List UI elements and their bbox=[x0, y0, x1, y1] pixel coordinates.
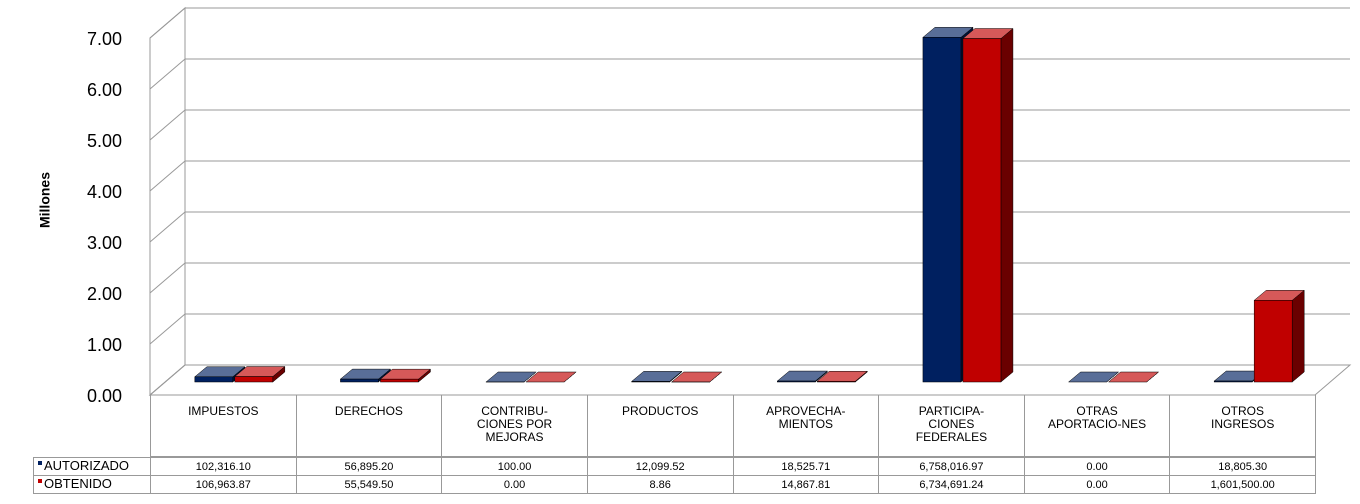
data-label: 0.00 bbox=[441, 475, 588, 494]
bar-side bbox=[1291, 289, 1305, 383]
y-tick-label: 1.00 bbox=[87, 335, 122, 355]
legend-entry: OBTENIDO bbox=[33, 475, 151, 494]
category-label: CONTRIBU- CIONES POR MEJORAS bbox=[441, 395, 588, 457]
y-tick-label: 0.00 bbox=[87, 386, 122, 406]
bar bbox=[525, 371, 577, 383]
bar-front bbox=[922, 37, 962, 383]
bar-front bbox=[631, 381, 670, 383]
floor bbox=[148, 364, 1352, 396]
bar bbox=[485, 371, 537, 383]
category-label: OTRAS APORTACIO-NES bbox=[1023, 395, 1171, 457]
legend-swatch bbox=[38, 461, 42, 465]
data-label: 8.86 bbox=[586, 475, 734, 494]
data-label: 56,895.20 bbox=[295, 457, 443, 476]
bar-front bbox=[380, 378, 419, 383]
data-label: 55,549.50 bbox=[295, 475, 443, 494]
grid-line bbox=[149, 58, 1350, 90]
data-label: 100.00 bbox=[441, 457, 588, 476]
data-label: 102,316.10 bbox=[150, 457, 297, 476]
category-label: PRODUCTOS bbox=[586, 395, 734, 457]
y-tick-label: 2.00 bbox=[87, 284, 122, 304]
data-label: 106,963.87 bbox=[150, 475, 297, 494]
bar bbox=[1253, 289, 1305, 383]
bar bbox=[670, 371, 723, 383]
bar-front bbox=[234, 376, 274, 383]
bar-front bbox=[194, 376, 234, 383]
category-label: APROVECHA- MIENTOS bbox=[732, 395, 880, 457]
bar bbox=[1067, 371, 1120, 383]
bar bbox=[630, 370, 683, 383]
y-tick-label: 6.00 bbox=[87, 80, 122, 100]
data-label: 6,734,691.24 bbox=[878, 475, 1025, 494]
data-label: 18,525.71 bbox=[732, 457, 880, 476]
legend-label: AUTORIZADO bbox=[44, 458, 129, 473]
legend-swatch bbox=[38, 479, 42, 483]
category-label: DERECHOS bbox=[295, 395, 443, 457]
bar-front bbox=[777, 380, 816, 383]
category-label: PARTICIPA- CIONES FEDERALES bbox=[878, 395, 1025, 457]
grid-line bbox=[149, 160, 1350, 192]
category-label: OTROS INGRESOS bbox=[1169, 395, 1316, 457]
bar-front bbox=[1213, 380, 1253, 383]
y-tick-label: 3.00 bbox=[87, 233, 122, 253]
legend-entry: AUTORIZADO bbox=[33, 457, 151, 476]
bar-side bbox=[1000, 27, 1014, 383]
bar bbox=[379, 368, 432, 383]
bar-top bbox=[1107, 371, 1160, 383]
bar-top bbox=[525, 371, 577, 383]
bar-front bbox=[817, 380, 856, 383]
grid-line bbox=[149, 7, 1350, 39]
bar-front bbox=[340, 378, 379, 383]
data-label: 14,867.81 bbox=[732, 475, 880, 494]
y-axis-title: Millones bbox=[37, 172, 53, 228]
grid-line bbox=[149, 109, 1350, 141]
data-label: 1,601,500.00 bbox=[1169, 475, 1316, 494]
category-label: IMPUESTOS bbox=[150, 395, 297, 457]
bar bbox=[234, 366, 286, 383]
side-wall bbox=[149, 6, 186, 397]
grid-line bbox=[149, 211, 1350, 243]
grid-line bbox=[149, 313, 1350, 345]
bar bbox=[962, 27, 1014, 383]
y-tick-label: 5.00 bbox=[87, 131, 122, 151]
data-label: 18,805.30 bbox=[1169, 457, 1316, 476]
bar bbox=[776, 370, 829, 383]
bar-top bbox=[1067, 371, 1120, 383]
data-label: 0.00 bbox=[1023, 475, 1171, 494]
y-tick-label: 7.00 bbox=[87, 29, 122, 49]
y-tick-label: 4.00 bbox=[87, 182, 122, 202]
legend-label: OBTENIDO bbox=[44, 476, 112, 491]
data-label: 12,099.52 bbox=[586, 457, 734, 476]
bar bbox=[816, 370, 869, 383]
bar-front bbox=[1253, 300, 1293, 383]
data-label: 6,758,016.97 bbox=[878, 457, 1025, 476]
bar bbox=[1107, 371, 1160, 383]
bar-front bbox=[962, 38, 1002, 383]
grid-line bbox=[149, 262, 1350, 294]
data-label: 0.00 bbox=[1023, 457, 1171, 476]
